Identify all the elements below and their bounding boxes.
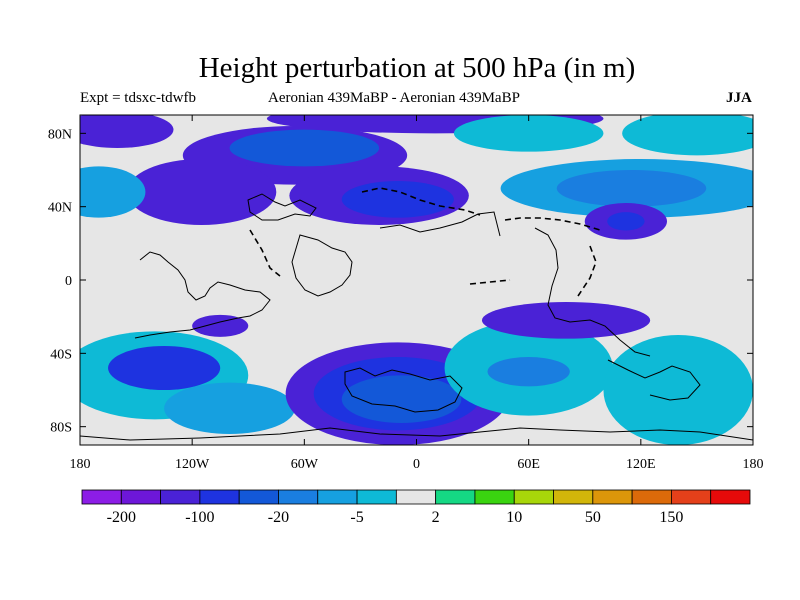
colorbar-swatch [710,489,751,505]
shelf-outline-equatorial [469,279,511,285]
x-tick-label: 180 [70,457,91,472]
y-tick-label: 40S [50,347,72,362]
colorbar-swatch [395,489,437,505]
colorbar-label: 50 [585,509,601,526]
y-tick-label: 80N [48,127,72,142]
coastline-southern-continent [344,367,463,413]
x-axis: 180 120W 60W 0 60E 120E 180 [70,115,764,472]
x-tick-label: 60W [291,457,319,472]
colorbar-label: -5 [350,509,363,526]
field-region [603,335,753,445]
colorbar: -200 -100 -20 -5 2 10 50 150 [81,489,751,526]
colorbar-swatch [199,489,240,505]
colorbar-label: -100 [185,509,214,526]
coastline-west [134,251,271,339]
colorbar-label: 150 [659,509,683,526]
period-label: Aeronian 439MaBP - Aeronian 439MaBP [268,90,520,106]
y-axis: 80N 40N 0 40S 80S [48,127,753,436]
field-region [453,115,604,152]
colorbar-swatch [592,489,633,505]
coastline-antarctic [80,427,753,441]
field-region [229,129,380,167]
field-region [164,382,295,435]
colorbar-swatch [474,489,515,505]
y-tick-label: 80S [50,421,72,436]
colorbar-label: -200 [107,509,136,526]
x-tick-label: 120W [175,457,210,472]
field-region [622,115,753,156]
x-tick-label: 60E [517,457,540,472]
season-label: JJA [726,90,752,106]
colorbar-label: 2 [432,509,440,526]
coastline-east [534,227,651,357]
experiment-label: Expt = tdsxc-tdwfb [80,90,196,106]
coastline-southeast [607,359,701,401]
field-region [556,170,707,207]
colorbar-swatch [278,489,319,505]
shelf-outline-east-coast [577,245,597,297]
x-tick-label: 120E [626,457,656,472]
coastline-north-central [379,211,501,237]
field-region [80,115,174,148]
coastline-northern-island [247,193,317,221]
x-tick-label: 0 [413,457,420,472]
field-region [341,181,454,218]
chart-title: Height perturbation at 500 hPa (in m) [198,52,636,84]
colorbar-swatch [238,489,279,505]
shelf-outlines [249,187,601,297]
colorbar-swatch [513,489,554,505]
colorbar-swatch [356,489,397,505]
field-region [481,302,651,339]
shelf-outline-east [504,217,601,231]
colorbar-swatch [120,489,161,505]
x-tick-label: 180 [743,457,764,472]
colorbar-swatch [671,489,712,505]
field-region [607,212,645,231]
colorbar-label: 10 [506,509,522,526]
colorbar-swatch [631,489,672,505]
shelf-outline-north [361,187,481,216]
coastline-central [291,234,353,297]
colorbar-label: -20 [268,509,289,526]
field-region [80,166,146,218]
field-region [192,314,249,337]
y-tick-label: 40N [48,201,72,216]
colorbar-swatch [435,489,476,505]
y-tick-label: 0 [65,274,72,289]
colorbar-swatch [553,489,594,505]
colorbar-swatch [317,489,358,505]
field-region [487,357,570,387]
colorbar-swatch [160,489,201,505]
colorbar-swatch [81,489,122,505]
field-region [108,346,221,390]
shelf-outline-west [249,229,281,277]
contour-field [80,115,753,445]
field-region [341,375,462,423]
coastlines [80,193,753,441]
field-region [126,159,277,225]
